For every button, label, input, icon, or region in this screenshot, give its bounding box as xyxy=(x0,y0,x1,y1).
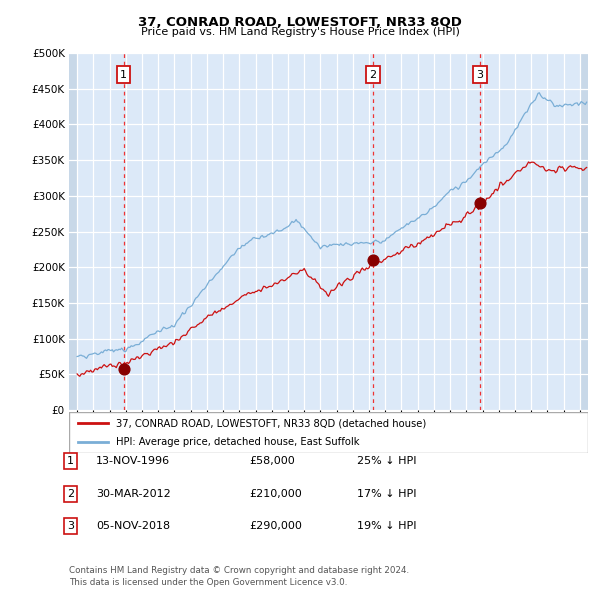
Point xyxy=(119,364,128,373)
Text: 37, CONRAD ROAD, LOWESTOFT, NR33 8QD: 37, CONRAD ROAD, LOWESTOFT, NR33 8QD xyxy=(138,16,462,29)
Text: £290,000: £290,000 xyxy=(249,522,302,531)
Text: HPI: Average price, detached house, East Suffolk: HPI: Average price, detached house, East… xyxy=(116,437,359,447)
Text: Price paid vs. HM Land Registry's House Price Index (HPI): Price paid vs. HM Land Registry's House … xyxy=(140,27,460,37)
Text: Contains HM Land Registry data © Crown copyright and database right 2024.
This d: Contains HM Land Registry data © Crown c… xyxy=(69,566,409,587)
Text: 3: 3 xyxy=(476,70,484,80)
Text: 2: 2 xyxy=(67,489,74,499)
Point xyxy=(475,198,485,208)
Text: 05-NOV-2018: 05-NOV-2018 xyxy=(96,522,170,531)
Text: 17% ↓ HPI: 17% ↓ HPI xyxy=(357,489,416,499)
Point xyxy=(368,255,378,265)
Text: 13-NOV-1996: 13-NOV-1996 xyxy=(96,457,170,466)
Text: £210,000: £210,000 xyxy=(249,489,302,499)
Bar xyxy=(580,53,588,410)
Text: 1: 1 xyxy=(67,457,74,466)
Text: 3: 3 xyxy=(67,522,74,531)
Bar xyxy=(69,53,77,410)
Text: £58,000: £58,000 xyxy=(249,457,295,466)
Text: 25% ↓ HPI: 25% ↓ HPI xyxy=(357,457,416,466)
Text: 1: 1 xyxy=(120,70,127,80)
Text: 37, CONRAD ROAD, LOWESTOFT, NR33 8QD (detached house): 37, CONRAD ROAD, LOWESTOFT, NR33 8QD (de… xyxy=(116,418,426,428)
Text: 2: 2 xyxy=(370,70,377,80)
Text: 19% ↓ HPI: 19% ↓ HPI xyxy=(357,522,416,531)
Text: 30-MAR-2012: 30-MAR-2012 xyxy=(96,489,171,499)
FancyBboxPatch shape xyxy=(69,412,588,453)
